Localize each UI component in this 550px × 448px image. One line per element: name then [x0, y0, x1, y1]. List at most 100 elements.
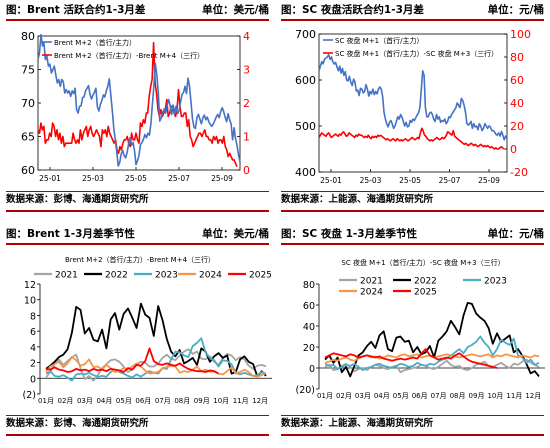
series-line-2023 — [324, 335, 540, 372]
series-line-right — [318, 127, 505, 150]
y-tick-label-right: 2 — [243, 97, 250, 110]
panel-title: 图：SC 夜盘活跃合约1-3月差 — [281, 4, 424, 16]
x-tick-label: 25-03 — [360, 176, 382, 185]
y-tick-label-left: 500 — [295, 120, 316, 133]
y-tick-label: 0 — [30, 374, 36, 385]
y-tick-label-right: 40 — [510, 97, 524, 110]
y-tick-label-left: 60 — [21, 164, 35, 177]
y-tick-label-left: 600 — [295, 74, 316, 87]
y-tick-label-left: 700 — [295, 28, 316, 41]
x-tick-label: 02月 — [58, 397, 74, 405]
panel-unit: 单位：美元/桶 — [202, 228, 269, 240]
y-tick-label: 10 — [24, 296, 36, 307]
x-tick-label: 06月 — [135, 397, 151, 405]
x-tick-label: 25-01 — [39, 174, 61, 183]
x-tick-label: 07月 — [431, 392, 447, 400]
y-tick-label-right: 100 — [510, 28, 531, 41]
panel-title: 图：SC 夜盘 1-3月差季节性 — [281, 228, 418, 240]
series-line-2025 — [324, 348, 498, 369]
series-line-2025 — [45, 347, 219, 375]
panel-unit: 单位：元/桶 — [487, 4, 544, 16]
x-tick-label: 06月 — [412, 392, 428, 400]
y-tick-label-left: 75 — [21, 64, 35, 77]
x-tick-label: 25-01 — [320, 176, 342, 185]
y-tick-label-right: 0 — [243, 164, 250, 177]
x-tick-label: 11月 — [233, 397, 249, 405]
chart-title: SC 夜盘 M+1（首行/主力）-SC 夜盘 M+3（三行） — [341, 258, 504, 267]
y-tick-label: 2 — [30, 359, 36, 370]
x-tick-label: 08月 — [174, 397, 190, 405]
x-tick-label: 12月 — [252, 397, 268, 405]
legend-label: 2025 — [249, 271, 272, 281]
chart-title: Brent M+2（首行/主力）-Brent M+4（三行） — [65, 255, 215, 264]
series-line-right — [37, 41, 238, 168]
panel-unit: 单位：元/桶 — [487, 228, 544, 240]
legend-label: 2023 — [155, 271, 178, 281]
legend-label: 2022 — [414, 277, 437, 287]
y-tick-label-right: 0 — [510, 143, 517, 156]
x-tick-label: 25-03 — [82, 174, 104, 183]
x-tick-label: 12月 — [525, 392, 541, 400]
legend-label: 2024 — [199, 271, 222, 281]
x-tick-label: 11月 — [506, 392, 522, 400]
panel-sc-spread: 图：SC 夜盘活跃合约1-3月差 单位：元/桶 400 500 600 700 -20 0… — [275, 0, 550, 224]
series-line-2024 — [45, 356, 267, 378]
y-tick-label: 60 — [303, 301, 315, 312]
x-tick-label: 10月 — [487, 392, 503, 400]
x-tick-label: 05月 — [116, 397, 132, 405]
x-tick-label: 09月 — [194, 397, 210, 405]
y-tick-label-right: 3 — [243, 64, 250, 77]
legend-label: 2025 — [414, 288, 437, 298]
y-tick-label-right: 1 — [243, 131, 250, 144]
chart-sc-seasonal: (20) 0 20 40 60 80 01月 02月 03月 04月 05月 06月 07月 08月 09月… — [295, 258, 545, 400]
x-tick-label: 04月 — [374, 392, 390, 400]
legend-label: 2022 — [105, 271, 128, 281]
x-tick-label: 01月 — [317, 392, 333, 400]
y-tick-label: 40 — [303, 322, 315, 333]
series-line-left — [318, 53, 508, 141]
y-tick-label-right: 60 — [510, 74, 524, 87]
x-tick-label: 02月 — [336, 392, 352, 400]
x-tick-label: 05月 — [393, 392, 409, 400]
x-tick-label: 10月 — [213, 397, 229, 405]
y-tick-label: 12 — [24, 280, 36, 291]
legend-label: 2023 — [484, 277, 507, 287]
legend-label: SC 夜盘 M+1（首行/主力） — [335, 36, 424, 45]
panel-title: 图：Brent 1-3月差季节性 — [6, 228, 135, 240]
series-line-2023 — [45, 337, 267, 382]
x-tick-label: 09月 — [469, 392, 485, 400]
legend-label: Brent M+2（首行/主力） — [54, 38, 136, 47]
x-tick-label: 04月 — [96, 397, 112, 405]
source-note: 数据来源：彭博、海通期货研究所 — [6, 191, 269, 212]
legend-label: 2021 — [55, 271, 78, 281]
x-tick-label: 03月 — [77, 397, 93, 405]
y-tick-label-left: 65 — [21, 131, 35, 144]
series-line-left — [37, 33, 241, 167]
panel-sc-seasonal: 图：SC 夜盘 1-3月差季节性 单位：元/桶 (20) 0 20 40 60 80 01月… — [275, 224, 550, 448]
y-tick-label-left: 70 — [21, 97, 35, 110]
x-tick-label: 25-09 — [211, 174, 233, 183]
source-note: 数据来源：彭博、海通期货研究所 — [6, 415, 269, 436]
y-tick-label: 6 — [30, 327, 36, 338]
x-tick-label: 03月 — [355, 392, 371, 400]
y-tick-label: 4 — [30, 343, 36, 354]
x-tick-label: 25-05 — [125, 174, 147, 183]
y-tick-label-right: 20 — [510, 120, 524, 133]
y-tick-label: 0 — [309, 364, 315, 375]
y-tick-label: 80 — [303, 280, 315, 291]
x-tick-label: 25-05 — [399, 176, 421, 185]
series-line-2022 — [45, 302, 267, 378]
y-tick-label-left: 80 — [21, 30, 35, 43]
y-tick-label: 8 — [30, 311, 36, 322]
legend-label: 2021 — [360, 277, 383, 287]
y-tick-label-right: 80 — [510, 51, 524, 64]
x-tick-label: 25-07 — [439, 176, 461, 185]
x-tick-label: 07月 — [155, 397, 171, 405]
x-tick-label: 25-07 — [168, 174, 190, 183]
y-tick-label: (20) — [295, 385, 315, 396]
legend-label: SC 夜盘 M+1（首行/主力）-SC 夜盘 M+3（三行） — [335, 49, 498, 58]
x-tick-label: 01月 — [38, 397, 54, 405]
chart-brent-spread: 60 65 70 75 80 0 1 2 3 4 25-01 25-03 25-05 25-07 25-09… — [21, 30, 250, 183]
x-tick-label: 08月 — [450, 392, 466, 400]
